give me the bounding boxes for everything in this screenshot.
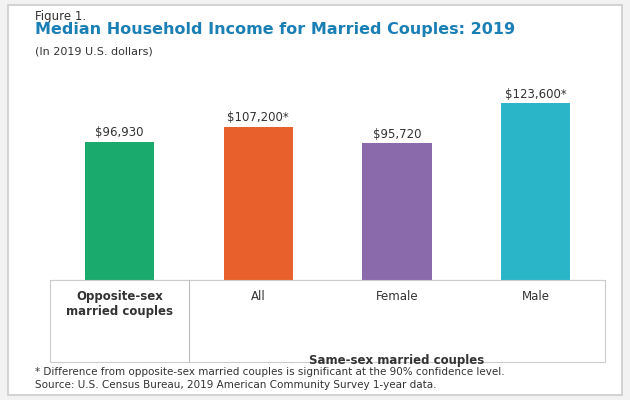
- Text: Source: U.S. Census Bureau, 2019 American Community Survey 1-year data.: Source: U.S. Census Bureau, 2019 America…: [35, 380, 436, 390]
- Text: $123,600*: $123,600*: [505, 88, 566, 101]
- Bar: [501, 104, 570, 280]
- Text: Female: Female: [375, 290, 418, 303]
- Text: (In 2019 U.S. dollars): (In 2019 U.S. dollars): [35, 47, 152, 57]
- Text: Male: Male: [522, 290, 549, 303]
- Text: $95,720: $95,720: [373, 128, 421, 141]
- Bar: [85, 142, 154, 280]
- Text: $96,930: $96,930: [96, 126, 144, 139]
- Text: Same-sex married couples: Same-sex married couples: [309, 354, 484, 367]
- Text: Opposite-sex
married couples: Opposite-sex married couples: [66, 290, 173, 318]
- Text: $107,200*: $107,200*: [227, 111, 289, 124]
- Text: Figure 1.: Figure 1.: [35, 10, 86, 23]
- Text: Median Household Income for Married Couples: 2019: Median Household Income for Married Coup…: [35, 22, 515, 37]
- Bar: [224, 127, 293, 280]
- Text: All: All: [251, 290, 266, 303]
- Text: * Difference from opposite-sex married couples is significant at the 90% confide: * Difference from opposite-sex married c…: [35, 367, 504, 377]
- Bar: [362, 143, 432, 280]
